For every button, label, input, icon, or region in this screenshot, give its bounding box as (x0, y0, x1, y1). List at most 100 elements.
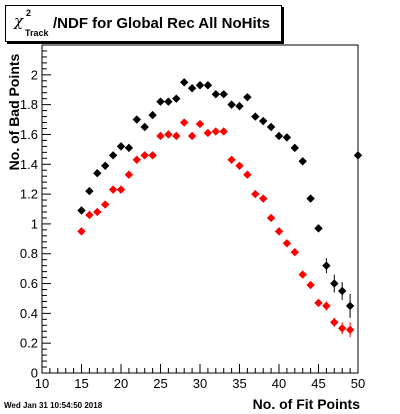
title-box: χ 2 Track /NDF for Global Rec All NoHits (5, 5, 282, 42)
data-point (195, 81, 205, 90)
data-point (298, 270, 307, 279)
data-point (195, 119, 205, 129)
x-tick-label: 10 (35, 376, 49, 391)
data-point (290, 248, 299, 257)
data-point (108, 151, 118, 160)
x-tick-label: 30 (193, 376, 207, 391)
x-tick-label: 15 (74, 376, 88, 391)
data-point (353, 151, 363, 160)
data-point (93, 169, 102, 178)
data-point (164, 130, 173, 139)
data-point (306, 280, 315, 290)
plot-title: /NDF for Global Rec All NoHits (53, 15, 270, 32)
data-point (180, 118, 189, 127)
data-point (156, 97, 165, 106)
data-point (211, 127, 220, 136)
title-chi: χ (14, 12, 24, 30)
series-2 (77, 118, 355, 338)
data-point (330, 279, 339, 288)
data-point (345, 301, 355, 311)
data-point (251, 112, 260, 121)
data-point (338, 324, 347, 333)
data-point (148, 110, 157, 120)
data-point (172, 94, 181, 103)
data-point (282, 133, 292, 142)
plot-axes: 10 15 20 25 30 35 40 45 50 0 0.2 0.4 0.6 0.8 1 1.2 1.4 1.… (20, 44, 365, 391)
x-tick-label: 20 (114, 376, 128, 391)
data-point (93, 207, 102, 217)
data-point (172, 131, 181, 141)
data-point (140, 122, 149, 132)
y-tick-label: 1.2 (20, 187, 38, 202)
data-point (227, 155, 236, 164)
data-point (227, 100, 236, 109)
data-point (164, 97, 173, 106)
data-point (330, 318, 339, 327)
x-tick-label: 25 (153, 376, 167, 391)
data-point (274, 227, 284, 236)
data-point (282, 239, 292, 248)
y-tick-label: 0.2 (20, 336, 38, 351)
data-point (180, 78, 189, 87)
data-point (187, 131, 197, 141)
data-point (124, 170, 134, 179)
data-point (101, 200, 110, 209)
data-point (306, 194, 315, 203)
data-point (132, 115, 141, 124)
data-point (298, 157, 307, 166)
title-superscript: 2 (26, 8, 32, 18)
data-point (243, 92, 252, 102)
data-point (314, 224, 323, 233)
data-point (338, 286, 347, 296)
data-point (187, 84, 197, 93)
data-point (211, 90, 220, 99)
data-point (108, 185, 118, 194)
data-point (85, 210, 94, 220)
y-tick-label: 0.6 (20, 276, 38, 291)
y-tick-label: 1.4 (20, 157, 38, 172)
data-point (243, 170, 252, 179)
data-point (85, 186, 94, 196)
data-point (290, 143, 299, 153)
data-point (259, 116, 268, 126)
data-point (203, 81, 213, 90)
chi-square-symbol: χ 2 Track (14, 8, 54, 40)
data-point (219, 127, 228, 136)
x-tick-label: 45 (311, 376, 325, 391)
data-point (132, 155, 141, 164)
data-point (116, 185, 126, 194)
data-point (77, 206, 86, 215)
data-point (322, 301, 331, 311)
y-axis-label: No. of Bad Points (6, 53, 22, 171)
data-point (251, 189, 260, 199)
y-tick-label: 1.8 (20, 97, 38, 112)
data-point (235, 101, 244, 111)
data-point (314, 298, 323, 308)
data-point (345, 325, 355, 334)
y-tick-label: 0.4 (20, 306, 38, 321)
data-point (219, 90, 228, 99)
y-tick-label: 1 (31, 216, 38, 231)
data-point (266, 213, 276, 223)
x-tick-label: 35 (232, 376, 246, 391)
data-point (259, 194, 268, 203)
x-tick-label: 50 (351, 376, 365, 391)
data-point (124, 143, 134, 153)
data-point (140, 151, 149, 160)
data-point (156, 131, 165, 141)
data-point (203, 128, 213, 138)
data-point (116, 142, 126, 151)
data-point (266, 122, 276, 132)
data-markers (77, 45, 363, 338)
timestamp: Wed Jan 31 10:54:50 2018 (4, 401, 103, 410)
y-tick-label: 2 (31, 67, 38, 82)
title-subscript: Track (25, 28, 49, 38)
x-tick-label: 40 (272, 376, 286, 391)
data-point (148, 151, 157, 160)
plot-frame (41, 44, 359, 374)
data-point (77, 227, 86, 236)
data-point (101, 161, 110, 170)
y-tick-label: 1.6 (20, 127, 38, 142)
x-axis-label: No. of Fit Points (252, 396, 360, 412)
